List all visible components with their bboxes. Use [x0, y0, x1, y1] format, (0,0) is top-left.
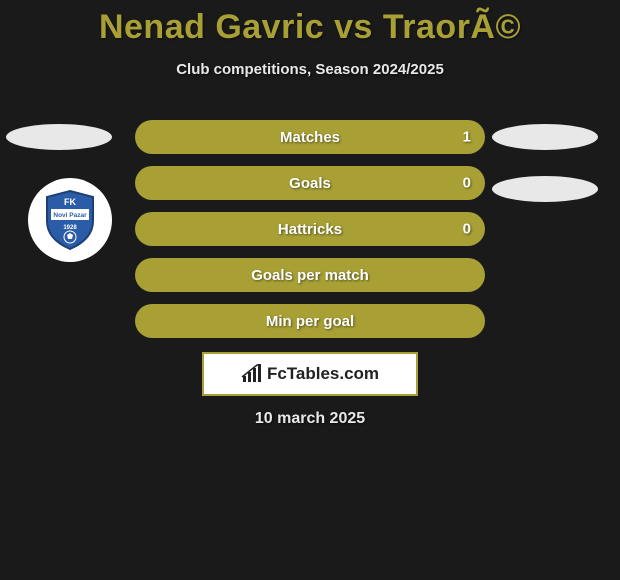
club-shield-icon: FK Novi Pazar 1928 [43, 189, 97, 251]
stat-right-value: 1 [463, 129, 471, 146]
stat-right-value: 0 [463, 175, 471, 192]
stat-row-matches: Matches 1 [135, 120, 485, 154]
bar-chart-icon [241, 364, 263, 384]
page-title: Nenad Gavric vs TraorÃ© [0, 0, 620, 47]
badge-name: Novi Pazar [53, 212, 87, 219]
player-right-avatar-1 [492, 124, 598, 150]
stats-container: Matches 1 Goals 0 Hattricks 0 Goals per … [135, 120, 485, 350]
stat-row-goals: Goals 0 [135, 166, 485, 200]
stat-label: Hattricks [278, 221, 342, 238]
player-right-avatar-2 [492, 176, 598, 202]
brand-box[interactable]: FcTables.com [202, 352, 418, 396]
stat-row-min-per-goal: Min per goal [135, 304, 485, 338]
badge-year: 1928 [63, 225, 77, 231]
stat-label: Goals [289, 175, 331, 192]
stat-row-goals-per-match: Goals per match [135, 258, 485, 292]
badge-fk: FK [64, 197, 76, 207]
stat-row-hattricks: Hattricks 0 [135, 212, 485, 246]
club-badge-left: FK Novi Pazar 1928 [28, 178, 112, 262]
brand-text: FcTables.com [267, 364, 379, 384]
player-left-avatar-1 [6, 124, 112, 150]
date-text: 10 march 2025 [0, 410, 620, 428]
subtitle: Club competitions, Season 2024/2025 [0, 61, 620, 78]
stat-label: Matches [280, 129, 340, 146]
stat-right-value: 0 [463, 221, 471, 238]
stat-label: Min per goal [266, 313, 354, 330]
stat-label: Goals per match [251, 267, 369, 284]
